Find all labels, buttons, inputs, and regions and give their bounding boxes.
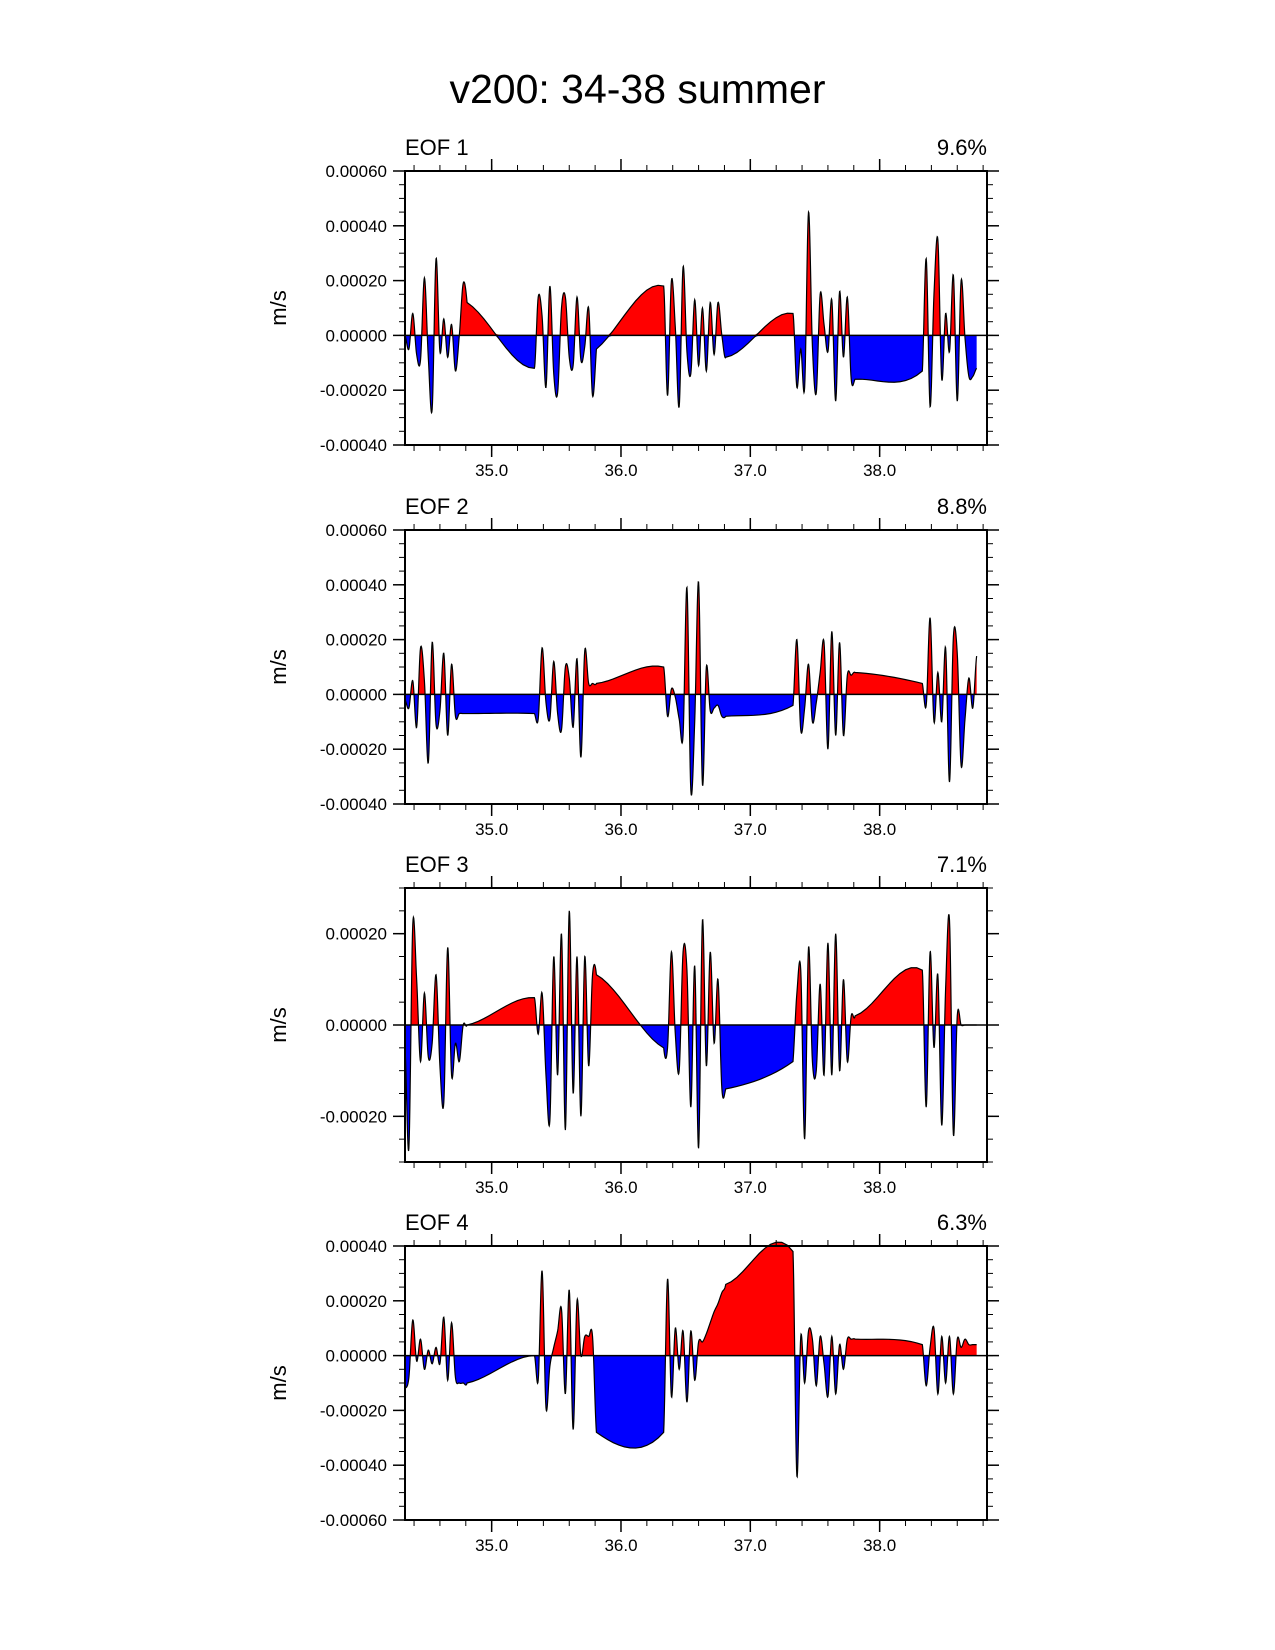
y-tick-label: -0.00040 bbox=[320, 795, 387, 814]
variance-label: 9.6% bbox=[937, 135, 987, 160]
eof-series-line bbox=[404, 910, 977, 1152]
page-title: v200: 34-38 summer bbox=[449, 66, 826, 112]
variance-label: 8.8% bbox=[937, 494, 987, 519]
x-tick-label: 36.0 bbox=[604, 1536, 637, 1555]
x-tick-label: 36.0 bbox=[604, 1178, 637, 1197]
panel-title: EOF 4 bbox=[405, 1210, 469, 1235]
y-axis-label: m/s bbox=[266, 649, 291, 684]
eof-panel-3: -0.00020 0.00000 0.00020 35.0 36.0 37.0 38.0 EO… bbox=[266, 852, 999, 1197]
x-tick-label: 35.0 bbox=[475, 820, 508, 839]
plot-frame bbox=[404, 1245, 988, 1521]
y-tick-label: -0.00020 bbox=[320, 1107, 387, 1126]
negative-area bbox=[405, 1025, 977, 1151]
y-tick-label: 0.00000 bbox=[326, 1016, 387, 1035]
positive-area bbox=[405, 581, 977, 695]
y-tick-label: 0.00040 bbox=[326, 1237, 387, 1256]
x-tick-label: 38.0 bbox=[863, 461, 896, 480]
eof-series-line bbox=[404, 209, 978, 415]
x-tick-label: 35.0 bbox=[475, 1536, 508, 1555]
x-tick-label: 37.0 bbox=[734, 820, 767, 839]
y-tick-label: 0.00000 bbox=[326, 326, 387, 345]
x-tick-label: 35.0 bbox=[475, 461, 508, 480]
eof-panel-1: -0.00040 -0.00020 0.00000 0.00020 0.00040 0.0… bbox=[266, 135, 999, 480]
y-tick-label: 0.00040 bbox=[326, 576, 387, 595]
y-axis-label: m/s bbox=[266, 1365, 291, 1400]
positive-area bbox=[405, 1242, 977, 1356]
y-tick-label: -0.00040 bbox=[320, 1456, 387, 1475]
negative-area bbox=[405, 1355, 977, 1477]
x-tick-label: 35.0 bbox=[475, 1178, 508, 1197]
eof-series-line bbox=[404, 1241, 977, 1479]
panel-title: EOF 1 bbox=[405, 135, 469, 160]
x-tick-label: 37.0 bbox=[734, 1178, 767, 1197]
variance-label: 6.3% bbox=[937, 1210, 987, 1235]
y-tick-label: -0.00060 bbox=[320, 1511, 387, 1530]
x-tick-label: 36.0 bbox=[604, 461, 637, 480]
eof-panel-2: -0.00040 -0.00020 0.00000 0.00020 0.00040 0.0… bbox=[266, 494, 999, 839]
y-tick-label: 0.00020 bbox=[326, 272, 387, 291]
y-tick-label: 0.00000 bbox=[326, 685, 387, 704]
y-axis-label: m/s bbox=[266, 1007, 291, 1042]
x-tick-label: 36.0 bbox=[604, 820, 637, 839]
y-tick-label: 0.00060 bbox=[326, 162, 387, 181]
positive-area bbox=[405, 910, 977, 1025]
x-tick-label: 38.0 bbox=[863, 1178, 896, 1197]
y-tick-label: 0.00060 bbox=[326, 521, 387, 540]
x-tick-label: 37.0 bbox=[734, 461, 767, 480]
y-tick-label: -0.00020 bbox=[320, 740, 387, 759]
y-tick-label: 0.00000 bbox=[326, 1347, 387, 1366]
x-tick-label: 38.0 bbox=[863, 1536, 896, 1555]
x-tick-label: 38.0 bbox=[863, 820, 896, 839]
y-tick-label: -0.00020 bbox=[320, 1401, 387, 1420]
y-axis-label: m/s bbox=[266, 290, 291, 325]
x-tick-label: 37.0 bbox=[734, 1536, 767, 1555]
y-tick-label: -0.00040 bbox=[320, 436, 387, 455]
positive-area bbox=[405, 212, 977, 336]
y-tick-label: 0.00020 bbox=[326, 925, 387, 944]
y-tick-label: -0.00020 bbox=[320, 381, 387, 400]
y-tick-label: 0.00020 bbox=[326, 631, 387, 650]
negative-area bbox=[405, 694, 977, 796]
y-tick-label: 0.00020 bbox=[326, 1292, 387, 1311]
eof-panel-4: -0.00060 -0.00040 -0.00020 0.00000 0.00020 0.… bbox=[266, 1210, 999, 1555]
panel-title: EOF 2 bbox=[405, 494, 469, 519]
y-tick-label: 0.00040 bbox=[326, 217, 387, 236]
panel-title: EOF 3 bbox=[405, 852, 469, 877]
negative-area bbox=[405, 335, 977, 413]
variance-label: 7.1% bbox=[937, 852, 987, 877]
